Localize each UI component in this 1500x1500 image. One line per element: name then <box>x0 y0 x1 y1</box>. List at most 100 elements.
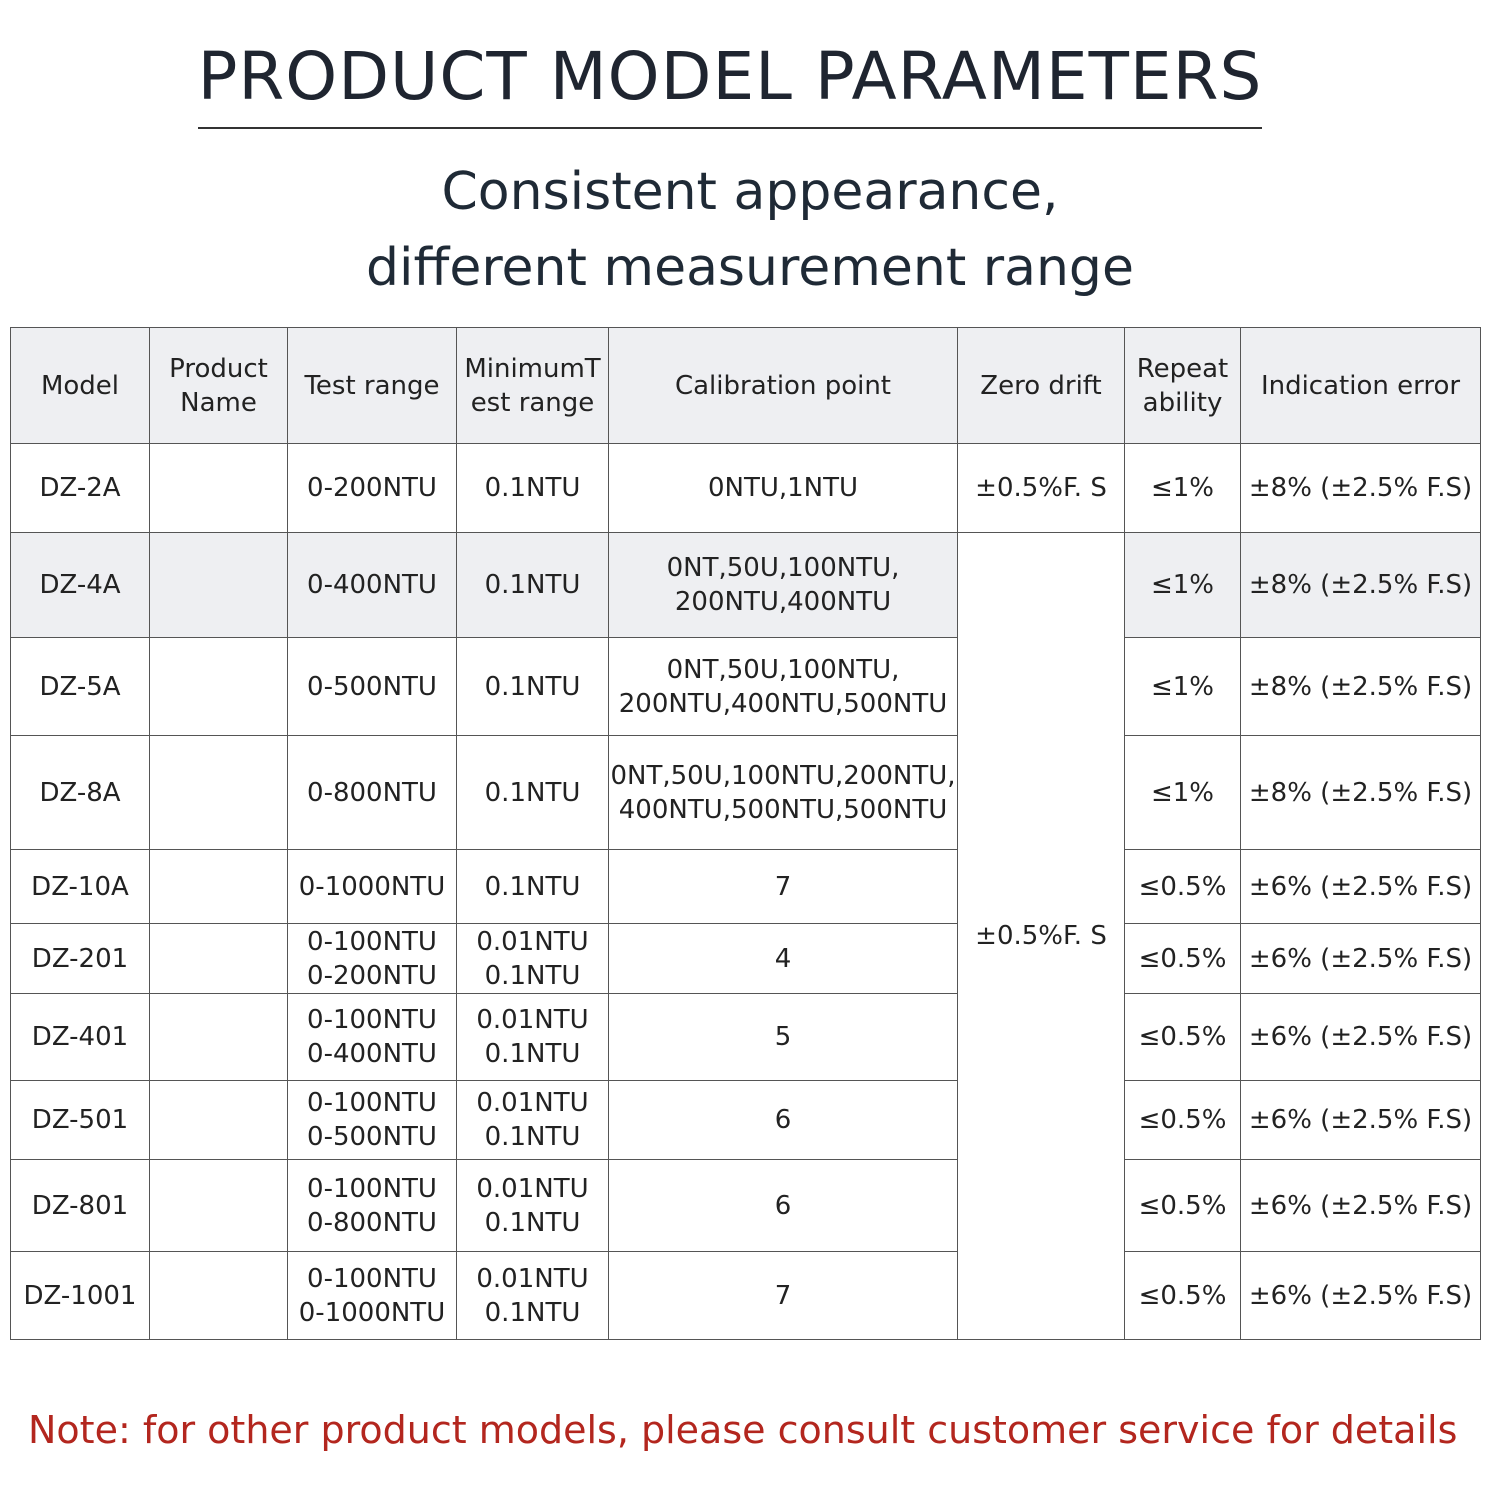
cell-text: 0.1NTU <box>484 1297 581 1328</box>
table-cell: ±6% (±2.5% F.S) <box>1241 1160 1481 1252</box>
cell-text: 0-100NTU <box>307 926 437 957</box>
table-cell: DZ-201 <box>10 924 150 994</box>
cell-text: 0.1NTU <box>484 871 581 902</box>
table-cell: 0.01NTU 0.1NTU <box>457 924 609 994</box>
cell-text: 0.01NTU <box>476 1088 589 1118</box>
cell-text: 7 <box>774 1280 792 1311</box>
cell-text: 6 <box>774 1190 792 1221</box>
cell-text: DZ-10A <box>31 871 129 902</box>
table-cell: 0-200NTU <box>288 444 457 533</box>
cell-text: ≤1% <box>1150 473 1215 503</box>
note: Note: for other product models, please c… <box>28 1408 1458 1452</box>
cell-text: 0-100NTU <box>307 1088 437 1118</box>
table-cell: ±8% (±2.5% F.S) <box>1241 638 1481 736</box>
table-cell: DZ-1001 <box>10 1252 150 1340</box>
table-cell: DZ-8A <box>10 736 150 850</box>
cell-text: ±0.5%F. S <box>975 473 1107 503</box>
cell-text: ±6% (±2.5% F.S) <box>1248 1190 1473 1221</box>
title: PRODUCT MODEL PARAMETERS <box>197 38 1263 115</box>
table-cell: DZ-501 <box>10 1081 150 1160</box>
cell-text: 0-800NTU <box>307 777 437 808</box>
cell-text: DZ-5A <box>39 671 121 702</box>
cell-text: Zero drift <box>980 370 1102 401</box>
table-cell: 0.01NTU 0.1NTU <box>457 994 609 1081</box>
cell-text: ±6% (±2.5% F.S) <box>1248 1022 1473 1052</box>
cell-text: Indication error <box>1260 370 1461 401</box>
table-cell <box>150 444 288 533</box>
cell-text: 0-100NTU <box>307 1173 437 1204</box>
table-cell: 4 <box>609 924 958 994</box>
cell-text: 0.1NTU <box>484 960 581 991</box>
table-cell: MinimumT est range <box>457 327 609 444</box>
table-cell: 0.1NTU <box>457 638 609 736</box>
cell-text: 0-500NTU <box>307 1122 437 1152</box>
table-cell: 0.1NTU <box>457 444 609 533</box>
table-cell: ±8% (±2.5% F.S) <box>1241 444 1481 533</box>
cell-text: ±0.5%F. S <box>975 921 1107 951</box>
cell-text: ±6% (±2.5% F.S) <box>1248 943 1473 974</box>
table-cell: DZ-801 <box>10 1160 150 1252</box>
cell-text: 0.1NTU <box>484 777 581 808</box>
cell-text: 0.01NTU <box>476 1263 589 1294</box>
cell-text: 400NTU,500NTU,500NTU <box>618 794 948 825</box>
table-cell: ±8% (±2.5% F.S) <box>1241 736 1481 850</box>
table-cell: ±6% (±2.5% F.S) <box>1241 994 1481 1081</box>
table-cell: 0.01NTU 0.1NTU <box>457 1081 609 1160</box>
cell-text: ±6% (±2.5% F.S) <box>1248 871 1473 902</box>
cell-text: 0NTU,1NTU <box>707 473 859 503</box>
table-cell: 0.1NTU <box>457 533 609 638</box>
cell-text: 0.1NTU <box>484 1039 581 1069</box>
cell-text: DZ-801 <box>31 1190 129 1221</box>
cell-text: DZ-401 <box>31 1022 129 1052</box>
table-cell: 7 <box>609 1252 958 1340</box>
cell-text: ≤0.5% <box>1138 1022 1227 1052</box>
cell-text: MinimumT <box>464 353 601 384</box>
cell-text: 0.01NTU <box>476 926 589 957</box>
table-cell <box>150 1081 288 1160</box>
cell-text: 200NTU,400NTU,500NTU <box>618 688 948 719</box>
cell-text: 0.1NTU <box>484 671 581 702</box>
cell-text: ability <box>1142 387 1223 418</box>
cell-text: ±6% (±2.5% F.S) <box>1248 1280 1473 1311</box>
cell-text: 0.01NTU <box>476 1005 589 1035</box>
table-cell: 6 <box>609 1160 958 1252</box>
cell-text: 0.1NTU <box>484 1122 581 1152</box>
cell-text: 0-400NTU <box>307 570 437 600</box>
title-rule <box>198 127 1262 129</box>
table-cell: ≤1% <box>1125 736 1241 850</box>
cell-text: ≤0.5% <box>1138 943 1227 974</box>
table-cell: ≤0.5% <box>1125 1081 1241 1160</box>
cell-text: 0.01NTU <box>476 1173 589 1204</box>
table-cell: ≤0.5% <box>1125 994 1241 1081</box>
table-cell: 0-100NTU 0-1000NTU <box>288 1252 457 1340</box>
cell-text: est range <box>470 387 595 418</box>
table-cell: 0-100NTU 0-400NTU <box>288 994 457 1081</box>
table-cell: 0.01NTU 0.1NTU <box>457 1252 609 1340</box>
table-cell <box>150 736 288 850</box>
table-cell: DZ-2A <box>10 444 150 533</box>
table-cell: 0NT,50U,100NTU, 200NTU,400NTU,500NTU <box>609 638 958 736</box>
table-cell: DZ-10A <box>10 850 150 924</box>
subtitle: Consistent appearance, <box>441 162 1059 222</box>
cell-text: 4 <box>774 943 792 974</box>
table-cell: Calibration point <box>609 327 958 444</box>
cell-text: 0NT,50U,100NTU, <box>666 553 900 583</box>
cell-text: 0NT,50U,100NTU, <box>666 654 900 685</box>
cell-text: DZ-4A <box>39 570 121 600</box>
cell-text: DZ-8A <box>39 777 121 808</box>
cell-text: ±8% (±2.5% F.S) <box>1248 570 1473 600</box>
table-cell: 0NTU,1NTU <box>609 444 958 533</box>
table-cell: 0-500NTU <box>288 638 457 736</box>
cell-text: 0-1000NTU <box>298 871 446 902</box>
cell-text: ±8% (±2.5% F.S) <box>1248 473 1473 503</box>
table-cell: ≤1% <box>1125 444 1241 533</box>
table-cell: DZ-5A <box>10 638 150 736</box>
cell-text: DZ-1001 <box>23 1280 137 1311</box>
table-cell: ±6% (±2.5% F.S) <box>1241 924 1481 994</box>
cell-text: Test range <box>304 370 440 401</box>
cell-text: 5 <box>774 1022 792 1052</box>
cell-text: ±8% (±2.5% F.S) <box>1248 671 1473 702</box>
cell-text: 0-500NTU <box>307 671 437 702</box>
table-cell: Indication error <box>1241 327 1481 444</box>
table-cell <box>150 924 288 994</box>
